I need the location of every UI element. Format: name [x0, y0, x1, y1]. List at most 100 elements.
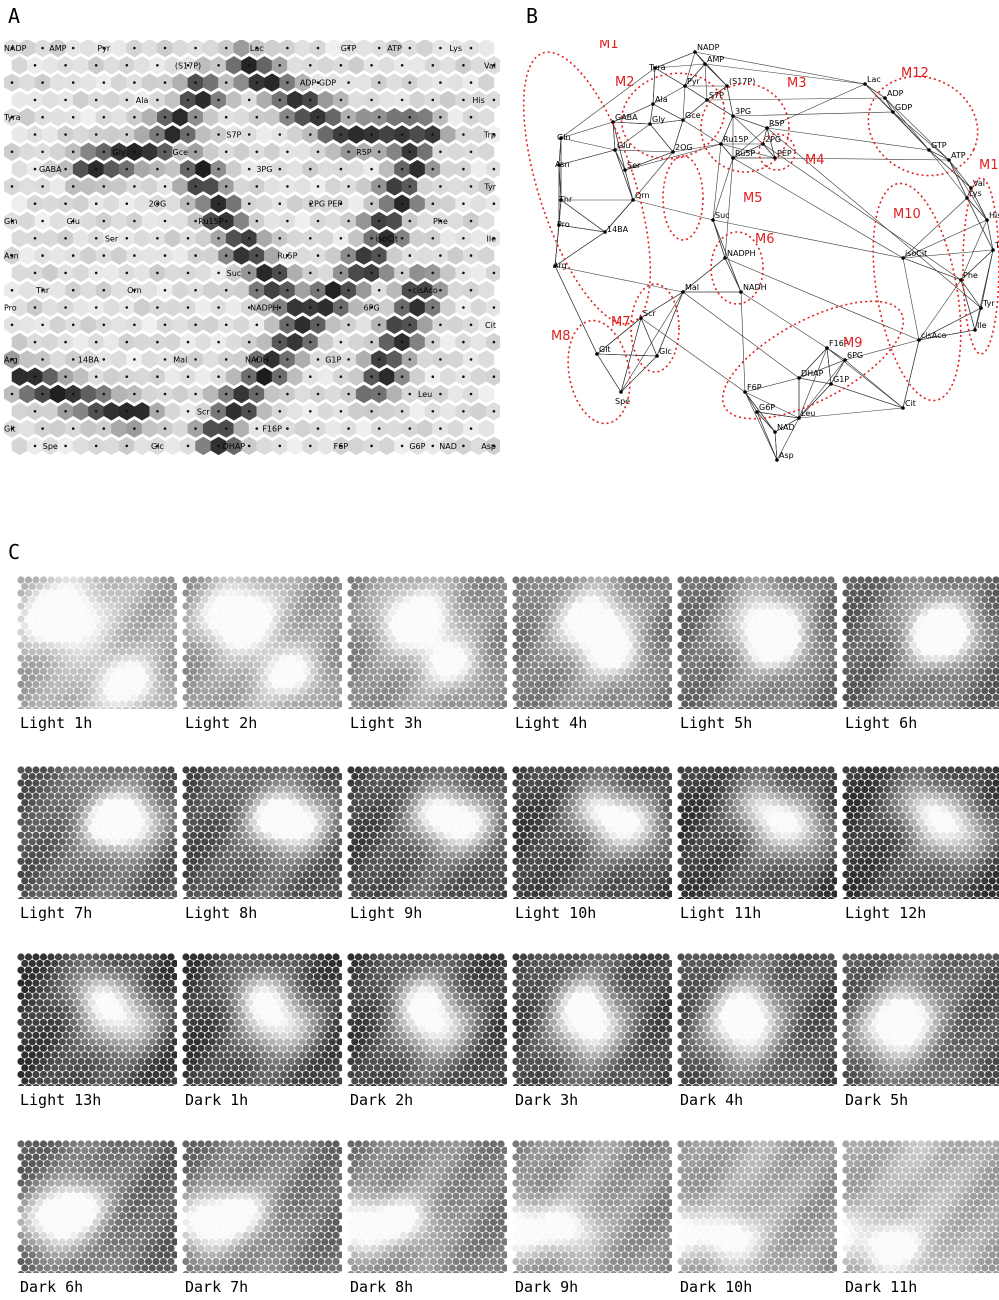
tile-cell: [621, 622, 629, 630]
tile-cell: [219, 680, 228, 688]
tile-cell: [219, 818, 228, 826]
tile-cell: [201, 648, 209, 656]
som-cell: [11, 159, 28, 179]
tile-cell: [287, 641, 295, 649]
tile-cell: [688, 582, 696, 591]
tile-cell: [520, 706, 527, 709]
tile-cell: [141, 648, 149, 656]
tile-cell: [253, 838, 261, 846]
tile-cell: [471, 687, 479, 695]
som-node-dot: [94, 64, 98, 67]
tile-cell: [714, 680, 723, 688]
tile-cell: [707, 602, 715, 610]
tile-cell: [321, 799, 329, 807]
som-cell: [19, 177, 36, 196]
tile-cell: [752, 654, 760, 662]
tile-cell: [516, 635, 524, 643]
tile-cell: [523, 582, 531, 591]
tile-cell: [396, 700, 404, 708]
tile-cell: [951, 687, 959, 695]
network-edge: [798, 407, 904, 419]
tile-cell: [216, 838, 224, 846]
som-cell: [386, 350, 403, 369]
tile-cell: [96, 648, 104, 656]
som-node-dot: [408, 323, 412, 327]
tile-cell: [182, 654, 190, 662]
tile-cell: [309, 818, 318, 826]
som-node-dot: [194, 219, 197, 223]
tile-cell: [733, 609, 741, 617]
tile-cell: [264, 831, 273, 839]
tile-cell: [917, 628, 925, 636]
tile-cell: [774, 576, 783, 584]
tile-cell: [988, 648, 996, 656]
tile-cell: [141, 674, 149, 682]
tile-cell: [137, 831, 145, 839]
tile-cell: [985, 706, 992, 709]
tile-cell: [771, 596, 779, 604]
tile-cell: [651, 674, 659, 682]
som-node-dot: [439, 219, 442, 223]
som-cell: [233, 108, 250, 127]
tile-cell: [373, 661, 381, 669]
tile-cell: [24, 576, 33, 584]
network-node: [825, 346, 829, 350]
tile-cell: [24, 792, 33, 800]
som-node-dot: [71, 81, 75, 84]
tile-cell: [66, 799, 74, 807]
tile-cell: [336, 648, 342, 656]
tile-cell: [812, 628, 820, 636]
tile-cell: [954, 693, 963, 702]
som-node-dot: [224, 81, 228, 84]
tile-cell: [865, 706, 872, 709]
network-edge: [732, 127, 768, 159]
tile-cell: [24, 831, 33, 839]
som-node-dot: [492, 237, 496, 240]
som-node-dot: [339, 375, 343, 379]
tile-cell: [257, 615, 265, 623]
network-node-label: PEP: [777, 149, 792, 158]
som-node-dot: [255, 219, 259, 223]
tile-cell: [621, 687, 629, 695]
tile-cell: [868, 700, 876, 708]
tile-cell: [842, 654, 850, 662]
tile-cell: [216, 799, 224, 807]
tile-cell: [257, 766, 265, 774]
som-cell: [348, 367, 365, 386]
tile-cell: [621, 635, 629, 643]
tile-cell: [407, 589, 415, 597]
tile-cell: [186, 772, 194, 781]
tile-cell: [36, 799, 44, 807]
tile-cell: [583, 648, 591, 656]
tile-cell: [328, 838, 336, 846]
som-cell: [195, 90, 212, 110]
tile-cell: [96, 890, 104, 898]
tile-cell: [264, 576, 273, 584]
tile-cell: [894, 615, 903, 623]
tile-cell: [114, 818, 123, 826]
tile-cell: [422, 576, 430, 584]
tile-cell: [463, 687, 471, 695]
tile-cell: [32, 706, 40, 709]
tile-cell: [272, 576, 280, 584]
som-node-dot: [431, 444, 435, 448]
tile-cell: [321, 838, 329, 846]
som-cell: [225, 125, 242, 144]
tile-cell: [223, 609, 231, 617]
tile-cell: [846, 674, 854, 682]
tile-cell: [321, 687, 329, 695]
tile-cell: [231, 772, 239, 781]
tile-cell: [88, 648, 96, 656]
tile-cell: [741, 596, 749, 604]
tile-cell: [594, 615, 603, 623]
tile-cell: [658, 609, 666, 617]
tile-cell: [429, 615, 438, 623]
tile-cell: [66, 674, 74, 682]
tile-cell: [238, 648, 246, 656]
tile-cell: [775, 706, 782, 709]
tile-cell: [66, 890, 74, 898]
tile-cell: [317, 805, 325, 813]
som-cell: [378, 263, 395, 283]
tile-cell: [39, 792, 48, 800]
tile-cell: [527, 693, 535, 702]
